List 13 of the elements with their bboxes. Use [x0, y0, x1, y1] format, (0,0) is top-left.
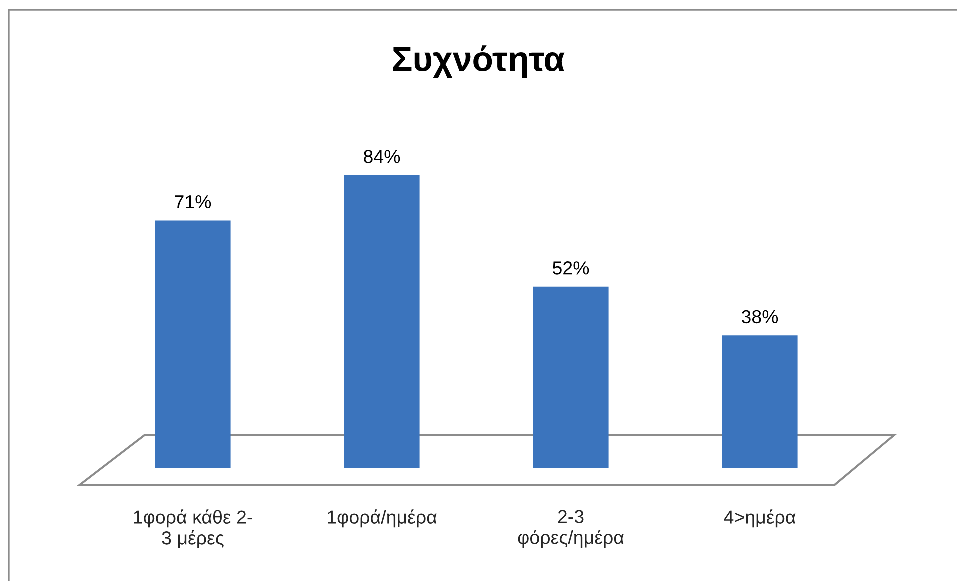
- data-label: 38%: [742, 310, 778, 324]
- x-tick-label: 2-3 φόρες/ημέρα: [518, 510, 624, 548]
- bar: [344, 175, 420, 468]
- bar: [155, 220, 231, 468]
- chart-title: Συχνότητα: [393, 46, 565, 78]
- x-tick-label: 4>ημέρα: [724, 510, 796, 528]
- data-label: 71%: [175, 195, 212, 209]
- data-label: 52%: [552, 262, 590, 275]
- x-tick-label: 1φορά/ημέρα: [328, 510, 437, 528]
- data-label: 84%: [364, 150, 400, 164]
- x-tick-label: 1φορά κάθε 2- 3 μέρες: [134, 510, 252, 549]
- bar: [722, 336, 798, 468]
- bar: [533, 286, 609, 468]
